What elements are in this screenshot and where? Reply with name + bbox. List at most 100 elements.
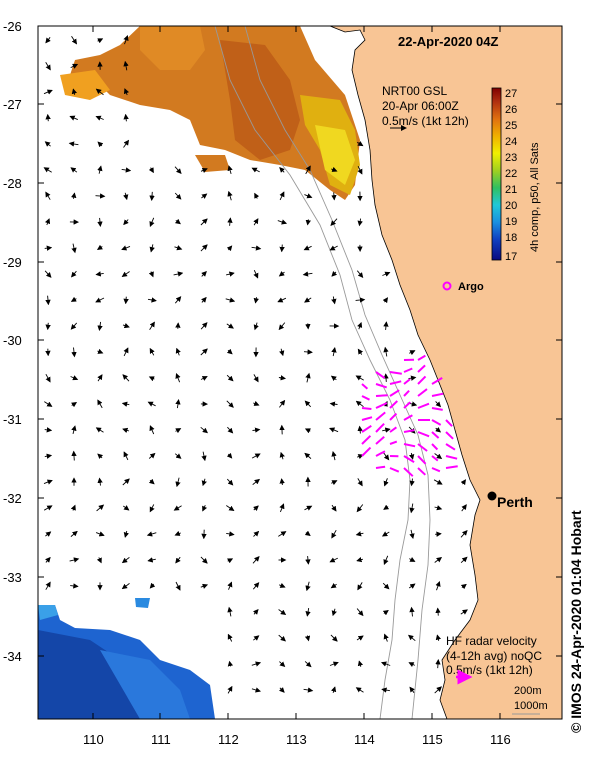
current-vector bbox=[330, 218, 338, 226]
current-vector bbox=[44, 245, 53, 251]
current-vector bbox=[149, 582, 156, 589]
current-vector bbox=[97, 399, 103, 409]
radar-vector bbox=[389, 467, 400, 473]
radar-vector bbox=[389, 426, 397, 433]
current-vector bbox=[330, 582, 337, 589]
radar-vector bbox=[403, 443, 416, 448]
colorbar-label: 4h comp, p50, All Sats bbox=[529, 142, 541, 252]
current-vector bbox=[123, 530, 129, 538]
current-vector bbox=[305, 165, 311, 175]
radar-vector bbox=[375, 394, 388, 397]
current-vector bbox=[304, 505, 313, 511]
colorbar-tick: 27 bbox=[505, 88, 517, 100]
current-vector bbox=[70, 296, 77, 302]
current-vector bbox=[279, 191, 285, 201]
radar-vector bbox=[403, 390, 410, 397]
current-vector bbox=[123, 192, 129, 201]
colorbar-tick: 25 bbox=[505, 120, 517, 132]
current-vector bbox=[200, 583, 209, 589]
current-vector bbox=[71, 36, 78, 45]
current-vector bbox=[121, 583, 130, 590]
current-vector bbox=[45, 556, 51, 563]
current-vector bbox=[227, 217, 233, 226]
current-vector bbox=[122, 478, 130, 486]
current-vector bbox=[70, 375, 79, 381]
radar-legend: HF radar velocity (4-12h avg) noQC 0.5m/… bbox=[446, 634, 542, 685]
lon-tick: 113 bbox=[286, 732, 307, 747]
current-vector bbox=[409, 556, 416, 562]
current-vector bbox=[380, 661, 391, 667]
current-vector bbox=[435, 426, 441, 433]
current-vector bbox=[69, 115, 78, 121]
radar-vector bbox=[361, 424, 372, 433]
radar-vector bbox=[403, 429, 415, 433]
current-vector bbox=[409, 503, 415, 514]
current-vector bbox=[226, 400, 234, 408]
current-vector bbox=[95, 115, 104, 121]
current-vector bbox=[357, 321, 363, 330]
current-vector bbox=[149, 217, 155, 228]
current-vector bbox=[45, 581, 51, 590]
current-vector bbox=[355, 400, 364, 408]
current-vector bbox=[434, 453, 443, 460]
current-vector bbox=[95, 88, 104, 96]
lon-tick: 116 bbox=[490, 732, 511, 747]
current-vector bbox=[200, 244, 208, 252]
current-vector bbox=[331, 270, 338, 277]
lat-tick: -29 bbox=[3, 255, 22, 270]
radar-vector bbox=[375, 411, 386, 421]
lat-tick: -34 bbox=[3, 649, 22, 664]
radar-vector bbox=[431, 443, 439, 451]
current-vector bbox=[71, 243, 77, 254]
current-vector bbox=[434, 686, 442, 694]
current-vector bbox=[279, 451, 285, 460]
credit-label: © IMOS 24-Apr-2020 01:04 Hobart bbox=[568, 510, 584, 733]
current-vector bbox=[201, 296, 207, 303]
current-vector bbox=[201, 270, 207, 277]
colorbar-tick: 17 bbox=[505, 251, 517, 263]
radar-vector bbox=[403, 367, 413, 373]
current-vector bbox=[303, 687, 314, 693]
radar-vector bbox=[361, 435, 372, 445]
current-vector bbox=[278, 531, 287, 537]
currents-legend-source: NRT00 GSL bbox=[382, 84, 447, 98]
current-vector bbox=[409, 686, 415, 693]
current-vector bbox=[45, 191, 51, 200]
current-vector bbox=[146, 531, 157, 537]
radar-vector bbox=[375, 435, 385, 445]
current-vector bbox=[433, 479, 443, 485]
current-vector bbox=[329, 427, 339, 433]
current-vector bbox=[460, 609, 468, 615]
current-vector bbox=[97, 141, 104, 148]
radar-vector bbox=[361, 383, 369, 390]
radar-vector bbox=[361, 395, 370, 401]
current-vector bbox=[45, 373, 51, 383]
current-vector bbox=[356, 608, 364, 617]
current-vector bbox=[279, 503, 285, 513]
current-vector bbox=[227, 190, 233, 201]
current-vector bbox=[96, 557, 102, 564]
currents-legend-time: 20-Apr 06:00Z bbox=[382, 99, 459, 113]
radar-vector bbox=[375, 371, 386, 379]
current-vector bbox=[253, 635, 260, 641]
current-vector bbox=[175, 477, 181, 488]
colorbar-tick: 22 bbox=[505, 168, 517, 180]
current-vector bbox=[279, 244, 285, 253]
radar-vector bbox=[389, 389, 400, 397]
colorbar-tick: 20 bbox=[505, 200, 517, 212]
current-vector bbox=[355, 297, 366, 303]
current-vector bbox=[305, 372, 311, 383]
current-vector bbox=[357, 165, 363, 175]
radar-vector bbox=[417, 375, 427, 385]
current-vector bbox=[147, 297, 157, 303]
hf-radar-vectors bbox=[361, 354, 458, 477]
current-vector bbox=[97, 453, 104, 460]
current-vector bbox=[200, 426, 208, 434]
current-vector bbox=[227, 426, 234, 434]
current-vector bbox=[330, 634, 338, 642]
lon-tick: 111 bbox=[151, 732, 171, 747]
radar-vector bbox=[403, 378, 411, 385]
current-vector bbox=[253, 374, 259, 383]
lon-tick: 110 bbox=[83, 732, 104, 747]
current-vector bbox=[382, 609, 389, 616]
